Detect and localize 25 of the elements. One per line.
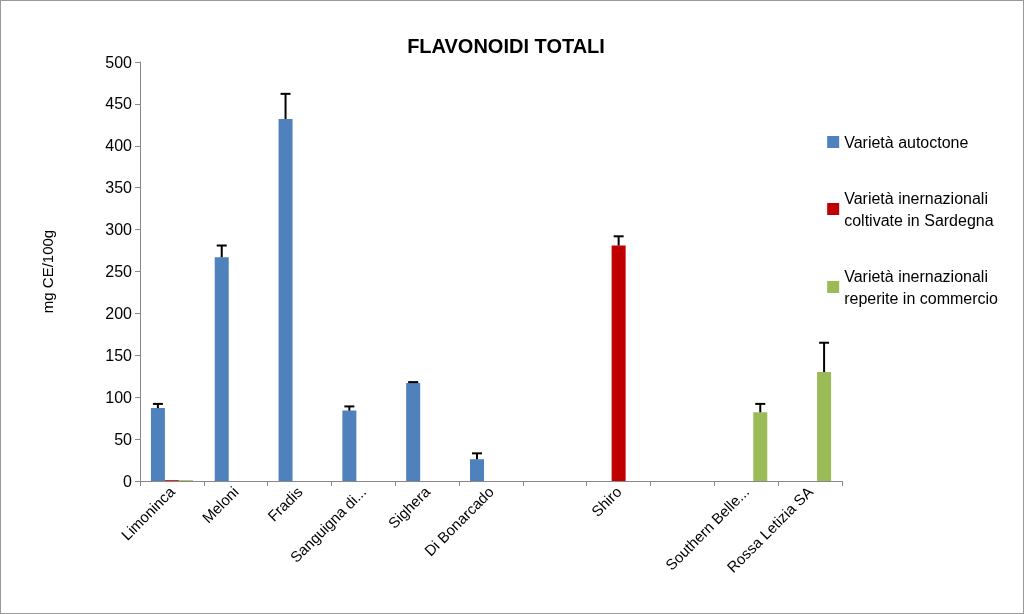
bar [342, 410, 357, 481]
bar [470, 459, 484, 481]
bar [406, 382, 421, 481]
chart-title: FLAVONOIDI TOTALI [407, 35, 605, 57]
legend-label: Varietà autoctone [844, 133, 969, 151]
y-tick-label: 450 [105, 95, 133, 113]
bar [753, 412, 768, 481]
bar [611, 245, 626, 481]
bar [278, 118, 293, 481]
legend-label: Varietà inernazionali reperite in commercio [844, 267, 999, 307]
bar [150, 408, 165, 481]
legend-label: Varietà inernazionali coltivate in Sardegna [844, 189, 994, 229]
y-tick-label: 0 [123, 472, 133, 490]
y-tick-label: 150 [105, 346, 133, 364]
y-tick-label: 250 [105, 263, 133, 280]
y-axis-title: mg CE/100g [39, 229, 56, 314]
y-tick-label: 350 [105, 179, 133, 197]
y-tick-label: 50 [114, 430, 133, 448]
y-tick-label: 200 [105, 304, 133, 322]
y-tick-label: 100 [105, 388, 133, 406]
bar [817, 372, 832, 481]
y-tick-label: 500 [105, 53, 133, 71]
bar [214, 257, 229, 481]
y-tick-label: 400 [105, 137, 133, 155]
y-tick-label: 300 [105, 221, 133, 239]
